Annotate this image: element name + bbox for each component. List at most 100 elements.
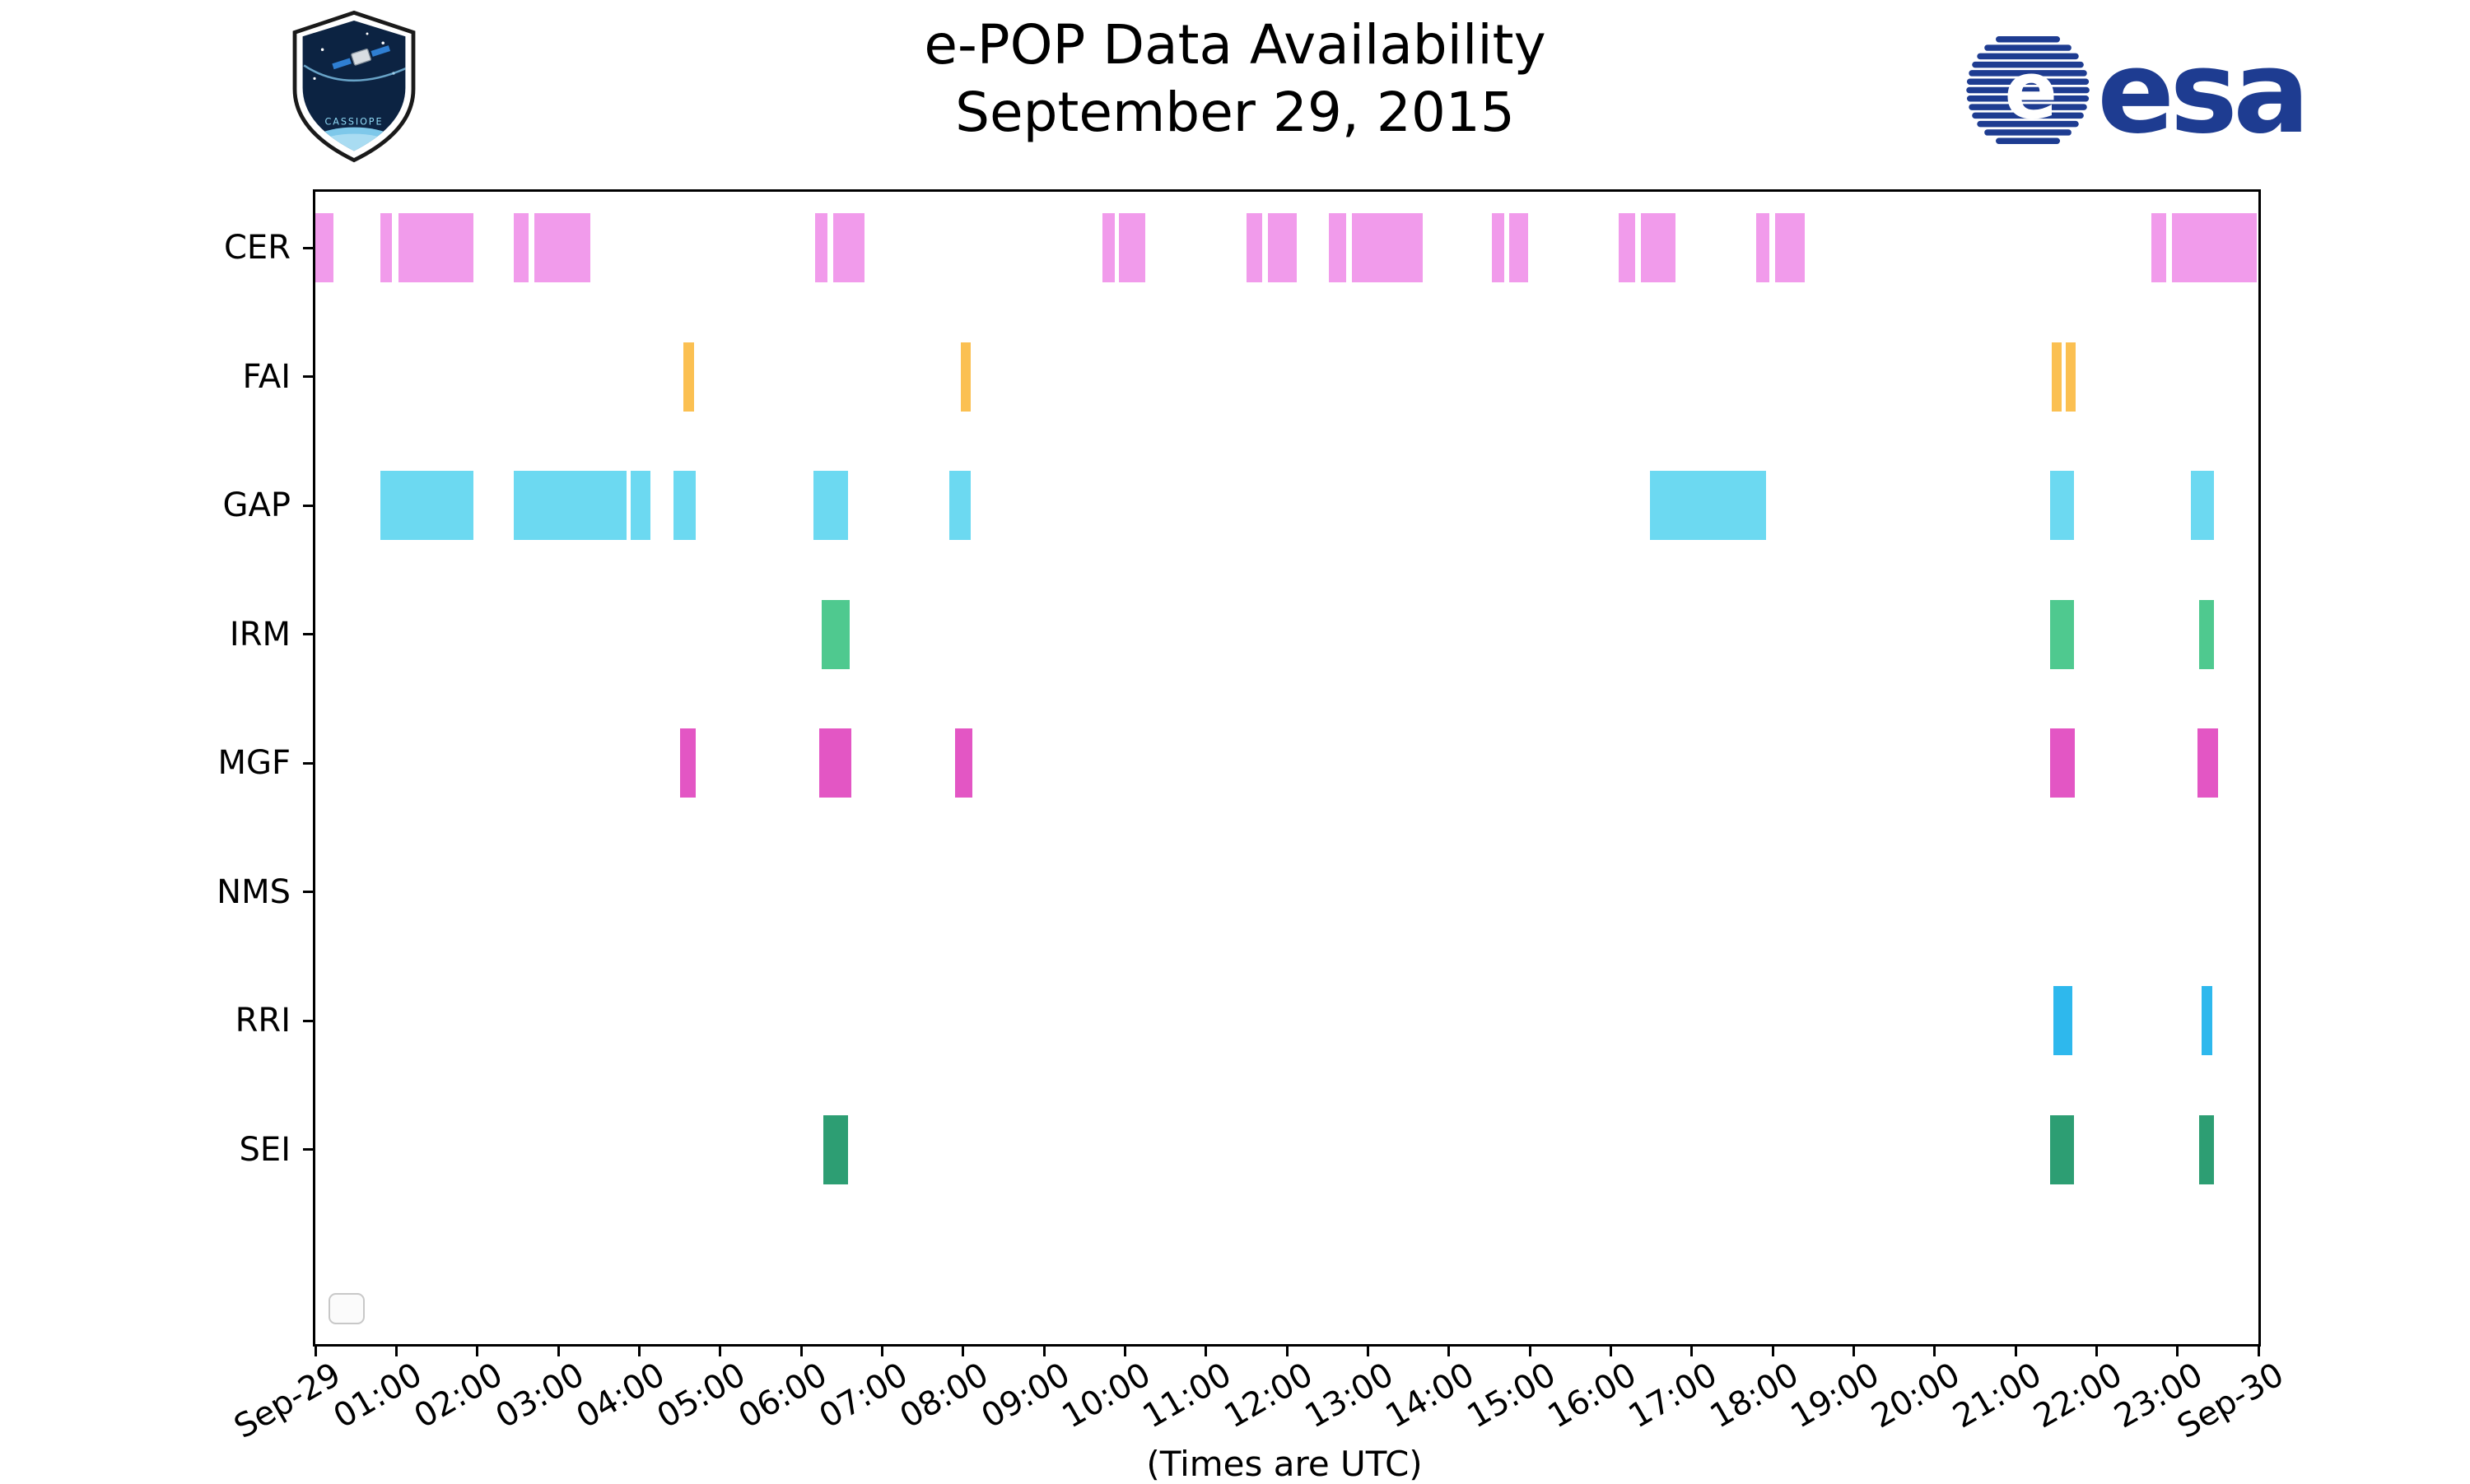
x-tick-label: 22:00: [2027, 1356, 2129, 1436]
availability-bar-sei: [823, 1114, 849, 1184]
x-tick: [1366, 1344, 1369, 1356]
y-axis-label-cer: CER: [224, 229, 291, 267]
x-tick: [1609, 1344, 1612, 1356]
availability-bar-mgf: [679, 728, 697, 798]
y-axis-label-sei: SEI: [239, 1130, 291, 1169]
availability-bar-mgf: [2050, 728, 2075, 798]
empty-legend-box: [329, 1293, 365, 1324]
availability-bar-gap: [380, 471, 473, 540]
y-axis-label-nms: NMS: [217, 872, 291, 911]
x-tick-label: 16:00: [1541, 1356, 1643, 1436]
x-tick-label: 02:00: [408, 1356, 510, 1436]
x-tick: [962, 1344, 965, 1356]
x-tick-label: 12:00: [1218, 1356, 1319, 1436]
availability-bar-sei: [2050, 1114, 2074, 1184]
availability-bar-fai: [2052, 342, 2062, 412]
y-axis-label-gap: GAP: [222, 486, 291, 524]
availability-bar-mgf: [818, 728, 851, 798]
availability-bar-cer: [315, 213, 333, 282]
plot-area: CER FAI GAP IRM MGF NMS RRI SEI Sep-29 01:00 02:00…: [217, 189, 2291, 1446]
x-tick-label: 11:00: [1136, 1356, 1238, 1436]
chart-title: e-POP Data Availability: [924, 13, 1546, 77]
x-tick: [2095, 1344, 2098, 1356]
x-tick-label: 07:00: [813, 1356, 915, 1436]
x-tick-label: 19:00: [1784, 1356, 1886, 1436]
y-axis-label-fai: FAI: [242, 357, 291, 396]
availability-bar-mgf: [2197, 728, 2218, 798]
y-axis-label-rri: RRI: [235, 1002, 291, 1040]
availability-bar-cer: [1268, 213, 1297, 282]
x-tick: [637, 1344, 641, 1356]
x-tick-label: 08:00: [893, 1356, 995, 1436]
x-tick-label: 05:00: [650, 1356, 753, 1436]
x-tick: [1933, 1344, 1936, 1356]
availability-bar-cer: [380, 213, 393, 282]
x-tick-label: 10:00: [1056, 1356, 1158, 1436]
x-tick: [719, 1344, 722, 1356]
x-tick-label: 17:00: [1622, 1356, 1724, 1436]
x-tick-label: 18:00: [1703, 1356, 1805, 1436]
availability-bar-cer: [1774, 213, 1806, 282]
esa-globe-letter: e: [2004, 45, 2058, 137]
x-tick: [1285, 1344, 1289, 1356]
availability-bar-cer: [1756, 213, 1770, 282]
availability-bar-cer: [1351, 213, 1424, 282]
x-tick-label: 09:00: [975, 1356, 1076, 1436]
availability-bar-cer: [513, 213, 529, 282]
y-axis-label-irm: IRM: [229, 615, 291, 654]
x-tick: [1771, 1344, 1774, 1356]
x-tick: [476, 1344, 479, 1356]
cassiope-patch-icon: CASSIOPE: [292, 10, 416, 163]
chart-header: e-POP Data Availability September 29, 20…: [0, 12, 2470, 147]
availability-bar-irm: [821, 599, 850, 669]
availability-bar-sei: [2199, 1114, 2214, 1184]
x-tick: [1852, 1344, 1855, 1356]
x-tick: [1123, 1344, 1126, 1356]
y-tick: [303, 891, 315, 893]
availability-bar-gap: [2191, 471, 2214, 540]
x-tick-label: 15:00: [1461, 1356, 1562, 1436]
availability-bar-gap: [948, 471, 972, 540]
availability-bar-fai: [960, 342, 972, 412]
availability-bar-cer: [833, 213, 864, 282]
x-axis-caption: (Times are UTC): [1146, 1444, 1423, 1484]
availability-bar-cer: [2171, 213, 2258, 282]
availability-bar-cer: [2151, 213, 2166, 282]
y-tick: [303, 633, 315, 635]
x-tick: [2176, 1344, 2179, 1356]
availability-bar-fai: [2065, 342, 2076, 412]
x-tick-label: 06:00: [732, 1356, 833, 1436]
x-tick: [2014, 1344, 2017, 1356]
x-tick: [314, 1344, 317, 1356]
availability-bar-cer: [1509, 213, 1529, 282]
x-tick-label: 13:00: [1298, 1356, 1400, 1436]
y-tick: [303, 1019, 315, 1022]
x-tick-label: 04:00: [570, 1356, 672, 1436]
availability-bar-rri: [2202, 986, 2212, 1055]
availability-bar-cer: [1640, 213, 1675, 282]
x-tick-label: 03:00: [489, 1356, 590, 1436]
availability-bar-cer: [398, 213, 473, 282]
availability-bar-rri: [2053, 986, 2072, 1055]
x-tick: [1690, 1344, 1694, 1356]
x-tick: [2257, 1344, 2260, 1356]
y-axis-label-mgf: MGF: [217, 744, 291, 782]
cassiope-mission-patch: CASSIOPE: [288, 10, 420, 163]
availability-bar-cer: [534, 213, 591, 282]
availability-bar-cer: [1329, 213, 1346, 282]
chart-subtitle: September 29, 2015: [955, 81, 1515, 144]
esa-wordmark: esa: [2097, 26, 2305, 156]
y-tick: [303, 761, 315, 765]
x-tick: [1042, 1344, 1046, 1356]
x-tick: [799, 1344, 803, 1356]
y-tick: [303, 504, 315, 507]
availability-bar-mgf: [954, 728, 973, 798]
availability-bar-cer: [1619, 213, 1635, 282]
x-tick: [1528, 1344, 1531, 1356]
availability-bar-irm: [2199, 599, 2214, 669]
availability-bar-gap: [630, 471, 651, 540]
y-tick: [303, 1148, 315, 1151]
availability-bar-gap: [513, 471, 627, 540]
y-tick: [303, 246, 315, 249]
availability-bar-cer: [1491, 213, 1504, 282]
